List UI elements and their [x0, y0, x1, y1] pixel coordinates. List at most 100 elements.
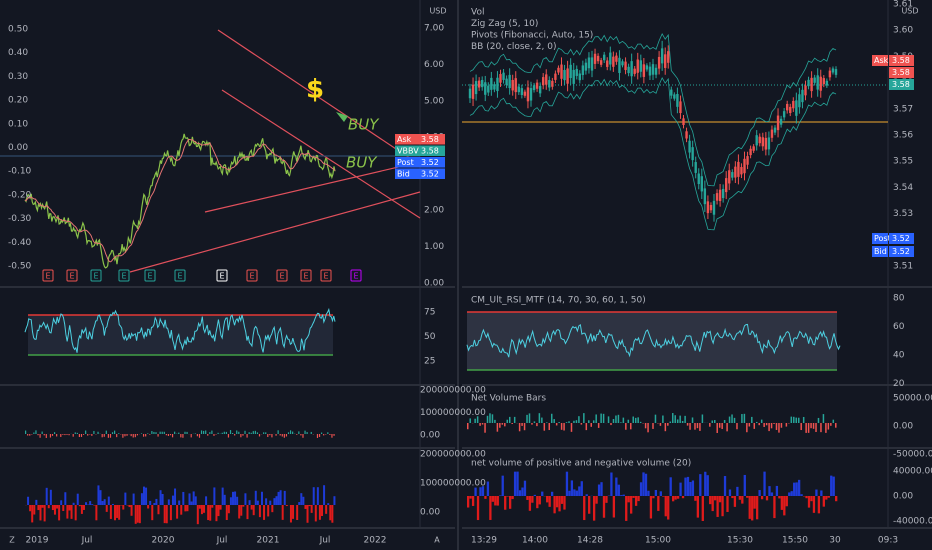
candle-body [575, 68, 578, 76]
net-volume-bar [329, 434, 331, 435]
candle-body [636, 59, 639, 73]
candle-body [517, 86, 520, 93]
pn-volume-bar [200, 505, 203, 515]
net-volume-bar [45, 434, 47, 438]
net-volume-bar [634, 417, 637, 423]
candle-body [816, 75, 819, 90]
pn-volume-bar [768, 486, 771, 496]
net-volume-bar [664, 423, 667, 432]
candle-body [682, 118, 685, 126]
net-volume-bar [292, 431, 294, 434]
net-volume-bar [331, 434, 333, 438]
pn-volume-bar [192, 491, 195, 505]
candle-body [786, 103, 789, 111]
net-volume-bar [830, 423, 832, 426]
net-volume-bar [711, 420, 714, 423]
legend-item: Vol [471, 8, 484, 18]
pn-volume-bar [555, 496, 559, 508]
net-volume-bar [240, 434, 242, 438]
net-volume-bar [279, 434, 281, 436]
candle-body [548, 80, 551, 88]
net-volume-bar [496, 423, 499, 432]
net-volume-bar [721, 423, 723, 430]
footer-icon: Z [9, 536, 15, 545]
candle-body [810, 77, 813, 92]
net-volume-bar [111, 432, 114, 434]
pn-volume-bar [62, 505, 65, 511]
pn-volume-bar [321, 505, 324, 516]
pn-volume-bar [501, 475, 504, 496]
pn-volume-bar [726, 496, 729, 512]
net-volume-axis-label: 0.00 [420, 508, 440, 518]
net-volume-bar [775, 423, 778, 430]
pn-volume-bar [132, 493, 135, 505]
net-volume-bar [585, 423, 588, 431]
net-volume-bar [145, 434, 147, 437]
candle-body [542, 77, 545, 86]
pn-volume-bar [310, 505, 313, 513]
candle-body [697, 173, 700, 185]
earnings-label: E [45, 272, 50, 281]
net-volume-bar [157, 434, 159, 437]
pn-volume-bar [327, 503, 330, 505]
candle-body [514, 78, 517, 93]
candle-body [749, 148, 752, 156]
net-volume-bar [327, 432, 329, 434]
pn-volume-bar [467, 496, 470, 508]
net-volume-bar [479, 423, 481, 426]
indicator-bars [25, 413, 838, 525]
candle-body [520, 88, 524, 96]
indicator-title: net volume of positive and negative volu… [471, 459, 691, 469]
pn-volume-bar [198, 505, 201, 509]
rsi-line [466, 323, 841, 358]
net-volume-bar [610, 423, 612, 426]
net-volume-bar [136, 434, 138, 436]
net-volume-bar [686, 423, 689, 426]
pn-volume-bar [130, 505, 133, 516]
candle-body [779, 118, 783, 125]
net-volume-bar [600, 413, 602, 423]
pn-volume-bar [538, 496, 541, 505]
pn-volume-bar [755, 496, 759, 520]
net-volume-bar [205, 430, 207, 434]
candle-body [603, 54, 606, 61]
earnings-marker [174, 269, 186, 282]
pn-volume-bar [109, 505, 112, 519]
candle-body [566, 68, 569, 84]
rsi-axis-label: 20 [893, 379, 905, 389]
net-volume-bar [615, 415, 617, 423]
time-axis-label: 14:00 [522, 536, 548, 546]
net-volume-bar [481, 423, 484, 425]
candle-body [712, 200, 716, 215]
pn-volume-bar [227, 505, 230, 514]
net-volume-bar [155, 432, 157, 434]
pn-volume-bar [217, 505, 220, 517]
net-volume-bar [107, 434, 109, 438]
net-volume-bar [56, 434, 58, 437]
net-volume-bar [53, 432, 56, 434]
candle-body [590, 57, 594, 71]
pn-volume-bar [41, 505, 44, 508]
pn-volume-bar [570, 480, 574, 496]
candle-body [694, 162, 697, 173]
candle-body [764, 137, 768, 150]
pn-volume-bar [229, 497, 232, 505]
pn-volume-bar [793, 482, 796, 496]
price-tag [395, 168, 445, 179]
price-tag-value: 3.58 [421, 147, 439, 156]
net-volume-bar [209, 432, 211, 434]
net-volume-bar [37, 434, 39, 436]
moving-average [24, 138, 336, 263]
pn-volume-bar [111, 503, 114, 505]
dollar-annotation: $ [306, 75, 324, 105]
net-volume-bar [733, 417, 736, 423]
net-volume-bar [296, 434, 298, 435]
price-tag [889, 79, 914, 90]
net-volume-bar [333, 434, 335, 436]
net-volume-bar [563, 423, 565, 431]
net-volume-bar [763, 423, 765, 427]
net-volume-bar [746, 423, 748, 433]
candle-body [721, 188, 725, 199]
earnings-marker [320, 269, 332, 282]
rsi-axis-label: 25 [424, 357, 435, 367]
